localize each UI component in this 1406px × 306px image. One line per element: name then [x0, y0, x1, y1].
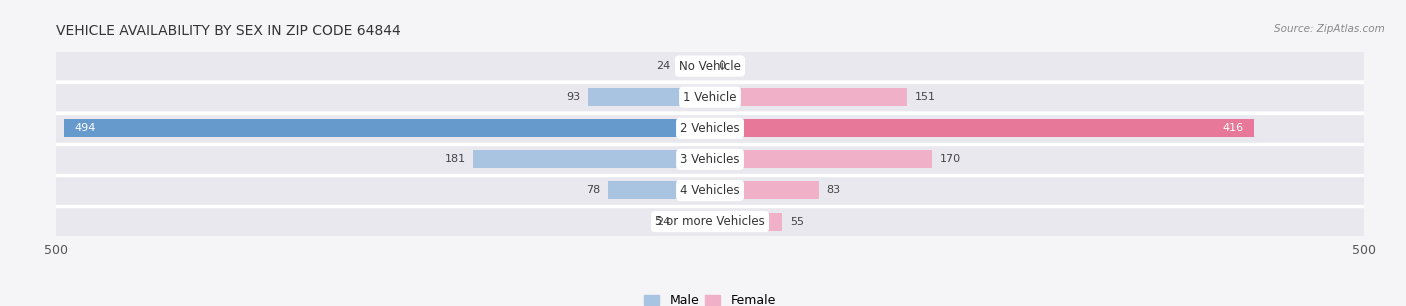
Text: 3 Vehicles: 3 Vehicles	[681, 153, 740, 166]
Text: 78: 78	[586, 185, 600, 196]
Text: 1 Vehicle: 1 Vehicle	[683, 91, 737, 104]
Text: 5 or more Vehicles: 5 or more Vehicles	[655, 215, 765, 228]
Bar	[679, 213, 710, 231]
Text: 55: 55	[790, 217, 804, 226]
Legend: Male, Female: Male, Female	[640, 289, 780, 306]
Bar	[607, 181, 710, 200]
Bar	[589, 88, 710, 106]
Bar	[710, 181, 818, 200]
Bar	[56, 207, 1364, 236]
Text: 2 Vehicles: 2 Vehicles	[681, 122, 740, 135]
Text: 93: 93	[567, 92, 581, 102]
Text: 181: 181	[444, 154, 465, 164]
Text: 494: 494	[75, 123, 96, 133]
Text: Source: ZipAtlas.com: Source: ZipAtlas.com	[1274, 24, 1385, 35]
Bar	[56, 145, 1364, 174]
Text: 24: 24	[657, 61, 671, 71]
Text: 24: 24	[657, 217, 671, 226]
Text: 151: 151	[915, 92, 936, 102]
Bar	[474, 150, 710, 168]
Text: 416: 416	[1222, 123, 1243, 133]
Bar	[710, 150, 932, 168]
Bar	[710, 88, 907, 106]
Text: 170: 170	[941, 154, 962, 164]
Text: No Vehicle: No Vehicle	[679, 60, 741, 73]
Bar	[56, 114, 1364, 143]
Bar	[56, 83, 1364, 111]
Text: VEHICLE AVAILABILITY BY SEX IN ZIP CODE 64844: VEHICLE AVAILABILITY BY SEX IN ZIP CODE …	[56, 24, 401, 38]
Bar	[65, 119, 710, 137]
Bar	[679, 57, 710, 75]
Text: 83: 83	[827, 185, 841, 196]
Text: 0: 0	[718, 61, 725, 71]
Text: 4 Vehicles: 4 Vehicles	[681, 184, 740, 197]
Bar	[56, 52, 1364, 80]
Bar	[710, 213, 782, 231]
Bar	[56, 176, 1364, 205]
Bar	[710, 119, 1254, 137]
